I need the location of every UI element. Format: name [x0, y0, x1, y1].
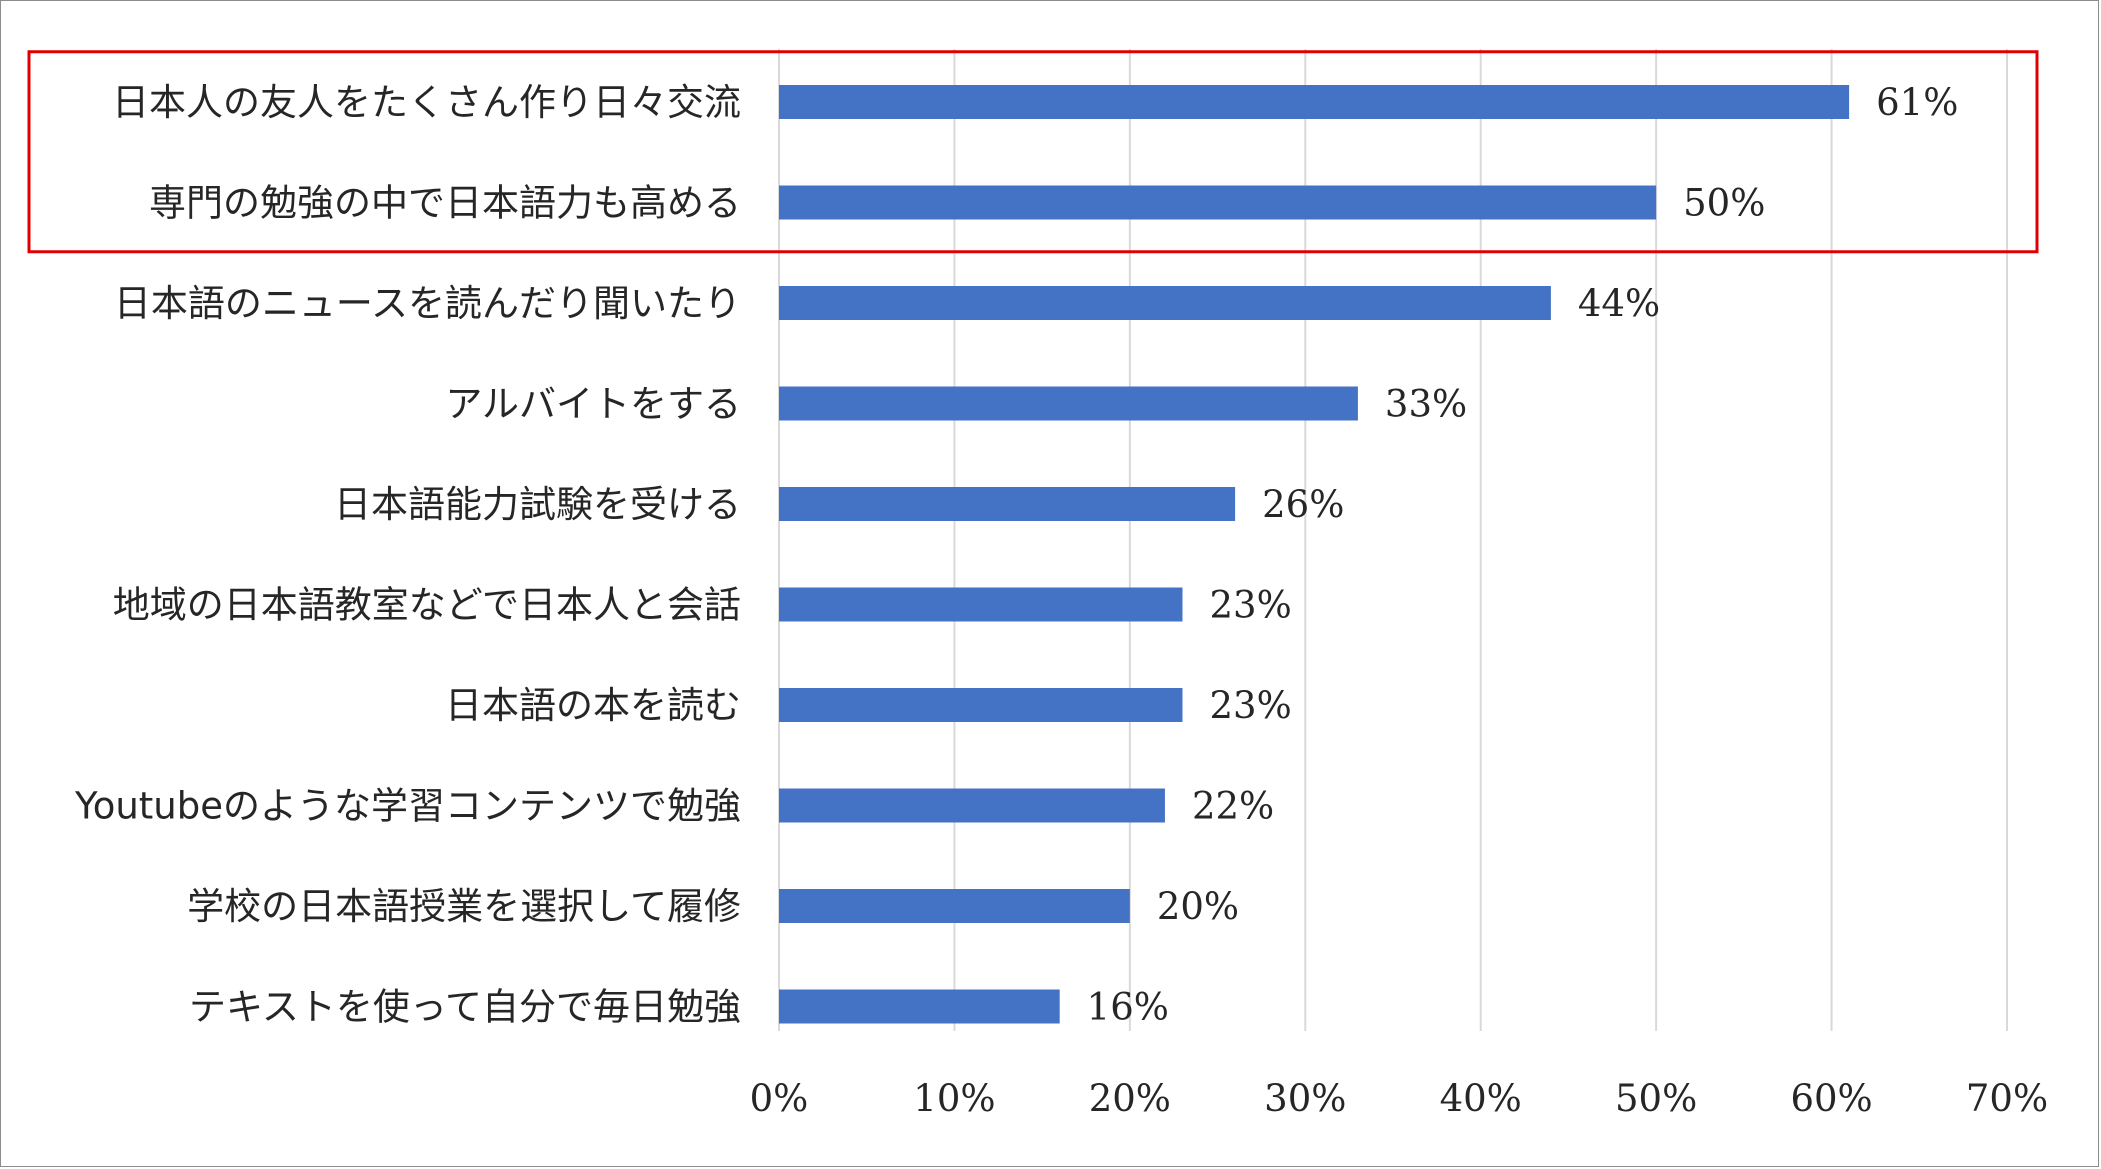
x-tick-label: 40%	[1440, 1077, 1522, 1120]
category-labels: 日本人の友人をたくさん作り日々交流専門の勉強の中で日本語力も高める日本語のニュー…	[74, 81, 741, 1029]
bar	[779, 989, 1060, 1024]
highlight-rectangle	[27, 50, 2039, 254]
x-tick-label: 0%	[750, 1077, 809, 1120]
x-tick-label: 60%	[1790, 1077, 1872, 1120]
data-label: 26%	[1262, 483, 1344, 526]
x-tick-label: 20%	[1089, 1077, 1171, 1120]
x-tick-label: 10%	[913, 1077, 995, 1120]
category-label: 日本人の友人をたくさん作り日々交流	[112, 81, 741, 124]
category-label: テキストを使って自分で毎日勉強	[189, 986, 741, 1029]
value-labels: 61% 50% 44% 33% 26% 23% 23% 22% 20% 16%	[1087, 81, 1959, 1029]
bar	[779, 386, 1358, 421]
data-label: 20%	[1157, 885, 1239, 928]
highlight-box	[27, 50, 2039, 254]
category-label: アルバイトをする	[445, 383, 741, 426]
x-tick-label: 30%	[1264, 1077, 1346, 1120]
category-label: 日本語の本を読む	[445, 684, 741, 727]
bar	[779, 788, 1165, 823]
data-label: 44%	[1578, 282, 1660, 325]
data-label: 61%	[1876, 81, 1958, 124]
bar	[779, 889, 1130, 923]
category-label: 地域の日本語教室などで日本人と会話	[113, 584, 741, 627]
category-label: 日本語能力試験を受ける	[334, 483, 741, 526]
bars	[779, 85, 1850, 1024]
bar	[779, 286, 1551, 320]
bar	[779, 487, 1236, 521]
category-label: 日本語のニュースを読んだり聞いたり	[114, 282, 741, 325]
category-label: 専門の勉強の中で日本語力も高める	[149, 182, 741, 225]
data-label: 22%	[1192, 785, 1274, 828]
bar	[779, 185, 1657, 220]
bar	[779, 85, 1850, 119]
x-axis-tick-labels: 0% 10% 20% 30% 40% 50% 60% 70%	[750, 1077, 2048, 1120]
data-label: 23%	[1209, 684, 1291, 727]
data-label: 50%	[1683, 182, 1765, 225]
bar	[779, 688, 1183, 722]
category-label: 学校の日本語授業を選択して履修	[187, 885, 741, 928]
x-tick-label: 50%	[1615, 1077, 1697, 1120]
bar	[779, 587, 1183, 622]
x-tick-label: 70%	[1966, 1077, 2048, 1120]
data-label: 33%	[1385, 383, 1467, 426]
category-label: Youtubeのような学習コンテンツで勉強	[74, 785, 741, 828]
data-label: 23%	[1209, 584, 1291, 627]
data-label: 16%	[1087, 986, 1169, 1029]
